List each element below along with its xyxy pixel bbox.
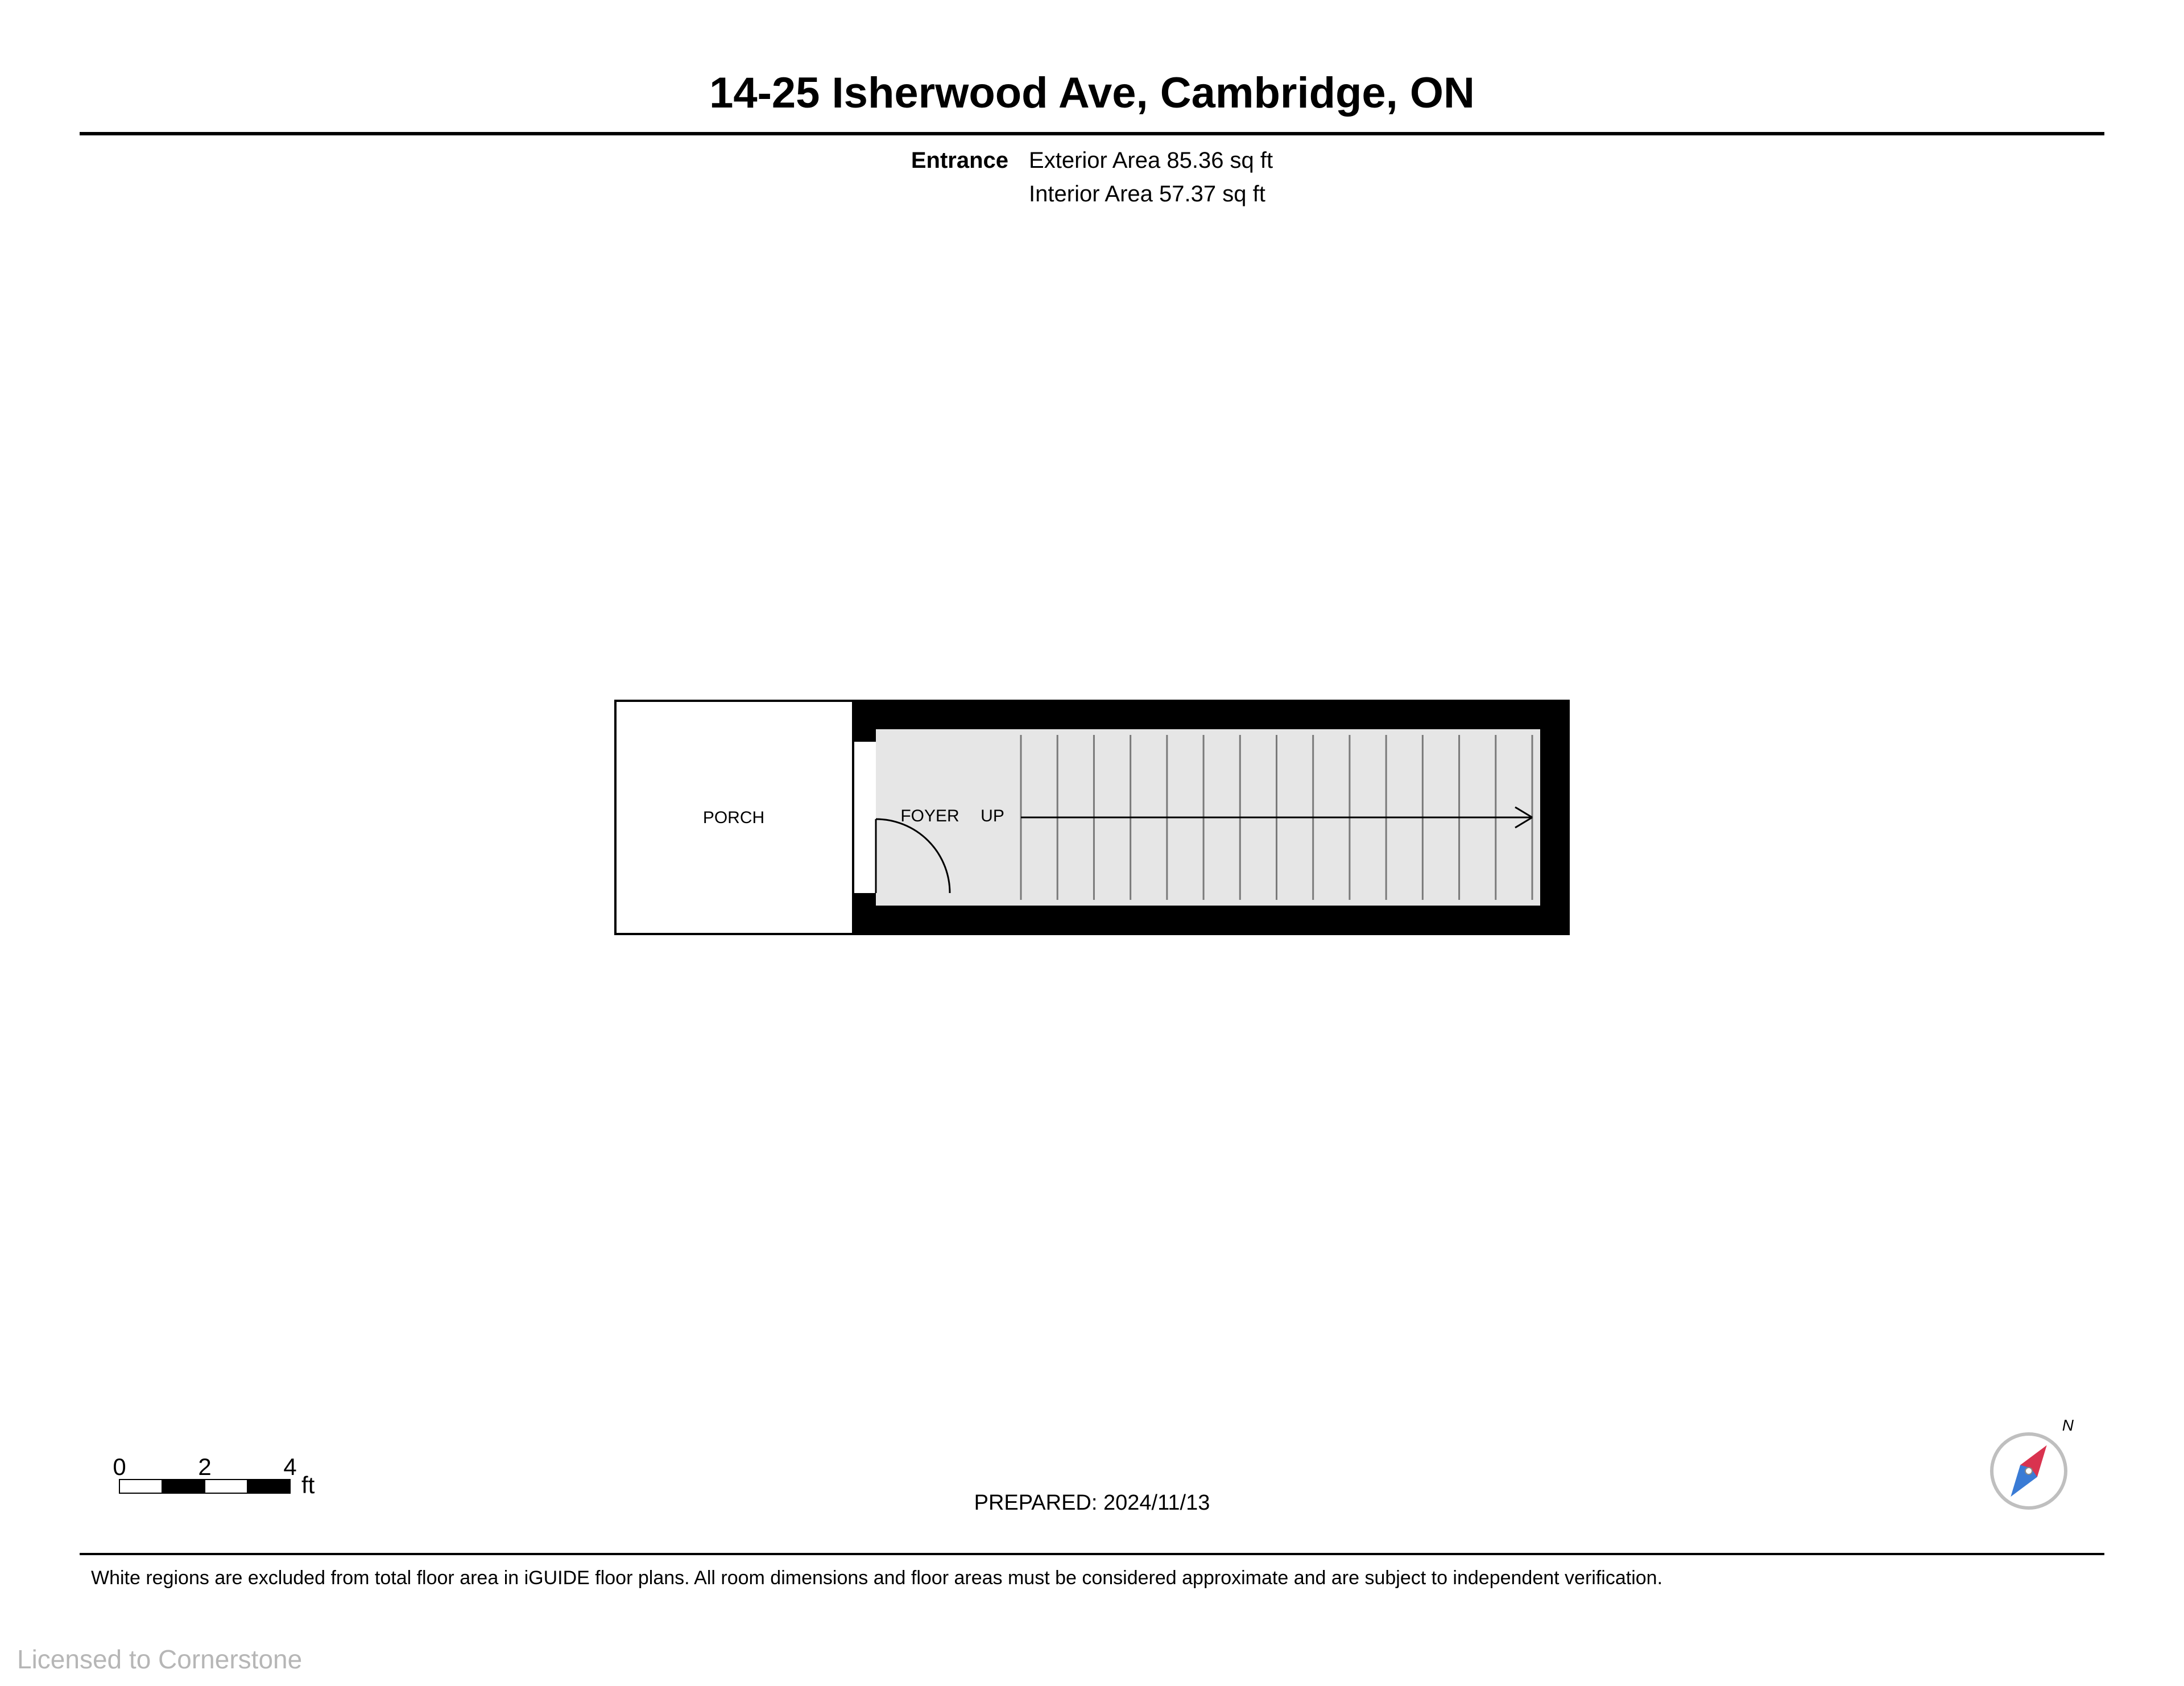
compass: N [1976,1418,2082,1527]
disclaimer-text: White regions are excluded from total fl… [91,1567,2093,1589]
interior-area: Interior Area 57.37 sq ft [1029,181,1273,207]
rule-top [80,132,2104,135]
svg-text:N: N [2062,1418,2074,1434]
svg-text:4: 4 [283,1456,296,1480]
svg-text:2: 2 [198,1456,211,1480]
svg-text:PORCH: PORCH [703,808,764,827]
floorplan-page: 14-25 Isherwood Ave, Cambridge, ON Entra… [0,0,2184,1686]
svg-text:0: 0 [114,1456,126,1480]
svg-text:FOYER: FOYER [900,807,959,825]
area-summary: Entrance Exterior Area 85.36 sq ft Inter… [911,148,1273,207]
floorplan-svg: PORCH FOYER UP [614,700,1570,935]
area-values: Exterior Area 85.36 sq ft Interior Area … [1029,148,1273,207]
exterior-area: Exterior Area 85.36 sq ft [1029,148,1273,173]
rule-bottom [80,1553,2104,1555]
prepared-date: PREPARED: 2024/11/13 [0,1491,2184,1515]
floorplan-diagram: PORCH FOYER UP [614,700,1570,935]
area-label: Entrance [911,148,1008,173]
compass-svg: N [1976,1418,2082,1524]
page-title: 14-25 Isherwood Ave, Cambridge, ON [0,68,2184,118]
svg-text:UP: UP [981,807,1004,825]
license-text: Licensed to Cornerstone [17,1644,302,1675]
